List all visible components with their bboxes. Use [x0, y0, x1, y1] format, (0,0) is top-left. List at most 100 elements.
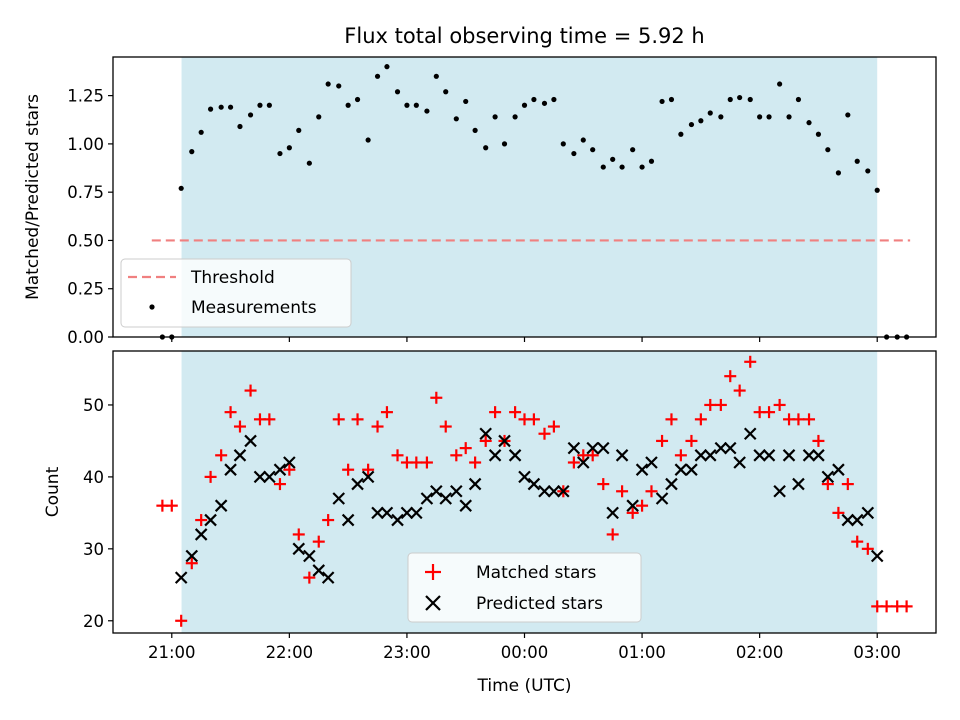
- matched-star-point: [410, 456, 423, 469]
- bottom-axes-frame: [112, 350, 937, 634]
- matched-star-point: [841, 478, 854, 491]
- matched-star-point: [489, 406, 502, 419]
- predicted-star-point: [547, 485, 561, 498]
- matched-star-point: [616, 485, 629, 498]
- matched-star-point: [744, 355, 757, 368]
- measurement-point: [266, 102, 272, 108]
- top-y-tick-label: 1.00: [67, 135, 104, 154]
- predicted-star-point: [233, 449, 247, 462]
- chart-title: Flux total observing time = 5.92 h: [344, 24, 704, 48]
- matched-star-point: [342, 463, 355, 476]
- predicted-star-point: [214, 499, 228, 512]
- measurement-point: [189, 149, 195, 155]
- matched-star-point: [469, 456, 482, 469]
- predicted-star-point: [821, 470, 835, 484]
- predicted-star-point: [263, 470, 276, 484]
- measurement-point: [178, 185, 184, 191]
- predicted-star-point: [410, 506, 423, 520]
- top-axes-frame: [112, 56, 937, 338]
- predicted-star-point: [332, 492, 346, 505]
- matched-star-point: [420, 456, 433, 469]
- matched-star-point: [636, 499, 649, 512]
- measurement-point: [277, 150, 283, 157]
- matched-star-point: [263, 413, 276, 426]
- matched-star-point: [430, 391, 443, 404]
- predicted-star-point: [841, 513, 855, 527]
- predicted-star-point: [861, 506, 875, 520]
- x-tick-label: 00:00: [501, 643, 549, 662]
- matched-star-point: [244, 384, 257, 397]
- predicted-star-point: [351, 477, 364, 491]
- measurement-point: [571, 150, 577, 157]
- predicted-star-point: [312, 564, 326, 577]
- measurement-point: [854, 158, 860, 164]
- measurement-point: [718, 114, 724, 120]
- measurement-point: [698, 118, 704, 124]
- measurement-point: [316, 114, 322, 120]
- matched-star-point: [597, 478, 610, 491]
- measurement-point: [688, 121, 695, 128]
- matched-star-point: [185, 557, 198, 570]
- top-y-axis-label: Matched/Predicted stars: [23, 94, 43, 300]
- measurement-point: [413, 102, 419, 108]
- predicted-star-point: [527, 477, 541, 491]
- predicted-star-point: [792, 477, 805, 491]
- predicted-star-point: [674, 463, 688, 476]
- matched-star-point: [362, 463, 375, 476]
- matched-star-point: [626, 506, 639, 519]
- measurement-point: [648, 158, 655, 164]
- measurement-point: [286, 145, 292, 151]
- matched-star-point: [538, 427, 551, 440]
- measurement-point: [766, 114, 772, 120]
- matched-star-point: [733, 384, 746, 397]
- matched-star-point: [665, 413, 678, 426]
- matched-star-point: [215, 449, 228, 462]
- measurement-point: [551, 96, 557, 103]
- bottom-y-tick-label: 20: [83, 612, 104, 631]
- predicted-star-point: [782, 449, 796, 462]
- predicted-star-point: [703, 449, 717, 462]
- measurement-point: [336, 83, 342, 89]
- predicted-star-point: [185, 549, 199, 563]
- measurements-legend-swatch: [149, 304, 155, 310]
- predicted-star-point: [321, 571, 335, 584]
- measurement-point: [806, 120, 812, 126]
- x-axis-label: Time (UTC): [477, 676, 572, 696]
- predicted-star-point: [586, 441, 599, 455]
- matched-star-point: [380, 406, 393, 419]
- bottom-y-tick-label: 40: [83, 468, 104, 487]
- bottom-legend: Matched stars Predicted stars: [407, 552, 642, 623]
- matched-legend-label: Matched stars: [476, 563, 596, 583]
- matched-star-point: [851, 535, 864, 548]
- x-tick-label: 01:00: [618, 643, 666, 662]
- measurement-point: [404, 102, 410, 108]
- measurement-point: [786, 114, 792, 120]
- threshold-legend-label: Threshold: [190, 268, 275, 288]
- predicted-star-point: [303, 549, 316, 563]
- bottom-y-axis-label: Count: [43, 466, 63, 517]
- matched-star-point: [812, 434, 825, 447]
- measurement-point: [815, 131, 822, 137]
- top-y-tick-label: 0.75: [67, 183, 104, 202]
- measurement-point: [207, 106, 214, 112]
- predicted-star-point: [400, 506, 414, 520]
- measurement-point: [795, 96, 802, 103]
- measurement-point: [365, 137, 371, 143]
- predicted-star-point: [479, 427, 492, 441]
- predicted-star-point: [498, 434, 511, 448]
- predicted-star-point: [468, 477, 482, 491]
- top-y-tick-label: 1.25: [67, 87, 104, 106]
- measurement-point: [707, 110, 713, 116]
- matched-star-point: [233, 420, 246, 433]
- predicted-star-point: [596, 441, 610, 455]
- predicted-star-point: [292, 542, 306, 556]
- measurement-point: [668, 96, 675, 103]
- predicted-star-point: [244, 434, 257, 448]
- matched-star-point: [391, 449, 404, 462]
- matched-star-point: [527, 413, 540, 426]
- measurement-point: [757, 114, 763, 120]
- measurement-point: [257, 102, 263, 108]
- matched-legend-swatch: [425, 564, 441, 580]
- predicted-star-point: [518, 470, 531, 484]
- predicted-star-point: [606, 506, 619, 520]
